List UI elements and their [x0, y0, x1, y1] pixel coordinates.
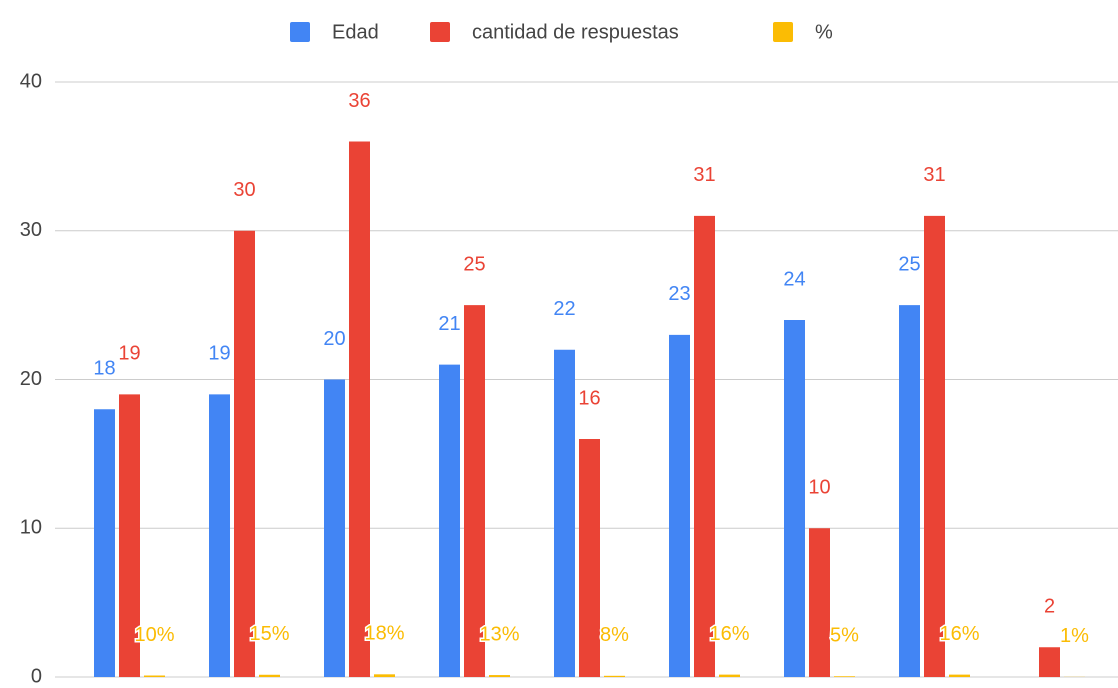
data-label: 15% — [249, 623, 289, 645]
data-label: 36 — [348, 90, 370, 112]
legend-label: cantidad de respuestas — [472, 21, 679, 43]
legend-label: % — [815, 21, 833, 43]
data-label: 1% — [1060, 625, 1089, 647]
data-label: 25 — [463, 253, 485, 275]
y-tick-label: 10 — [20, 517, 42, 539]
data-label: 25 — [898, 253, 920, 275]
y-tick-label: 40 — [20, 70, 42, 92]
bar — [374, 674, 395, 677]
bar — [719, 675, 740, 677]
bar — [554, 350, 575, 677]
data-label: 16% — [709, 623, 749, 645]
data-label: 21 — [438, 313, 460, 335]
bar — [949, 675, 970, 677]
data-label: 10 — [808, 477, 830, 499]
bar — [669, 335, 690, 677]
bar — [579, 439, 600, 677]
bar — [1039, 647, 1060, 677]
data-label: 30 — [233, 179, 255, 201]
legend-swatch — [430, 22, 450, 42]
bar — [899, 305, 920, 677]
bar — [834, 676, 855, 677]
data-label: 18% — [364, 623, 404, 645]
data-label: 31 — [923, 164, 945, 186]
bar — [259, 675, 280, 677]
bar — [809, 528, 830, 677]
bar — [144, 676, 165, 677]
y-tick-label: 30 — [20, 219, 42, 241]
data-label: 20 — [323, 328, 345, 350]
data-label: 22 — [553, 298, 575, 320]
y-tick-label: 20 — [20, 368, 42, 390]
bar — [489, 675, 510, 677]
data-label: 31 — [693, 164, 715, 186]
data-label: 18 — [93, 358, 115, 380]
legend-swatch — [290, 22, 310, 42]
bar — [694, 216, 715, 677]
bar — [784, 320, 805, 677]
data-label: 5% — [830, 625, 859, 647]
bar — [234, 231, 255, 677]
bar — [464, 305, 485, 677]
bar — [349, 142, 370, 678]
bar — [604, 676, 625, 677]
data-label: 24 — [783, 268, 805, 290]
legend-swatch — [773, 22, 793, 42]
data-label: 19 — [118, 343, 140, 365]
data-label: 23 — [668, 283, 690, 305]
bar — [439, 365, 460, 677]
data-label: 10% — [134, 624, 174, 646]
bar — [209, 394, 230, 677]
legend-label: Edad — [332, 21, 379, 43]
data-label: 13% — [479, 623, 519, 645]
data-label: 16% — [939, 623, 979, 645]
bar — [94, 409, 115, 677]
data-label: 19 — [208, 343, 230, 365]
bar — [324, 380, 345, 678]
data-label: 16 — [578, 387, 600, 409]
data-label: 8% — [600, 624, 629, 646]
y-tick-label: 0 — [31, 665, 42, 683]
data-label: 2 — [1044, 596, 1055, 618]
bar — [924, 216, 945, 677]
